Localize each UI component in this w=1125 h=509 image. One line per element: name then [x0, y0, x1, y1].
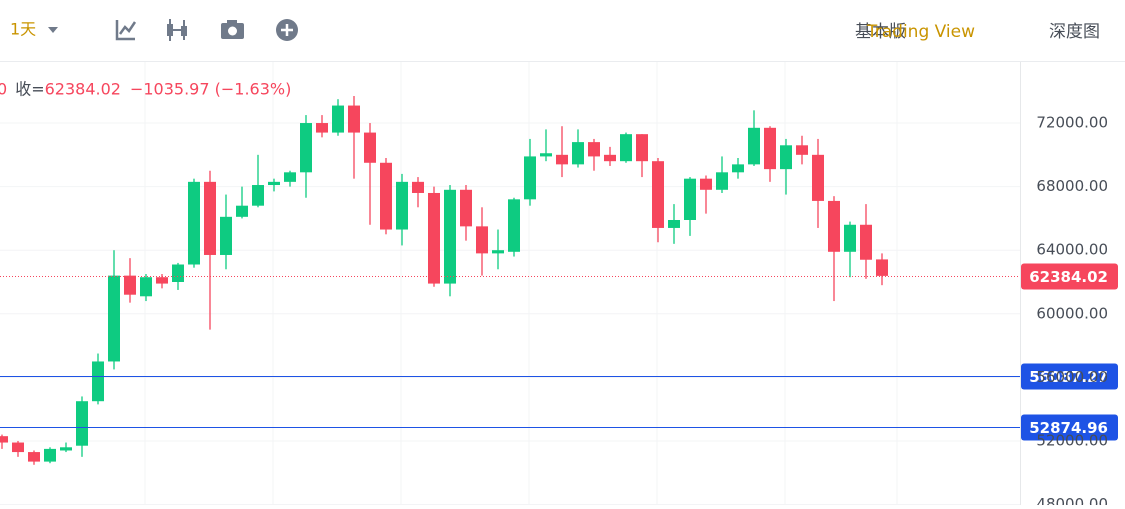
view-tab[interactable]: Trading View — [866, 22, 975, 42]
candle-body — [156, 277, 168, 284]
dropdown-icon[interactable] — [48, 27, 58, 33]
candle-body — [172, 264, 184, 282]
legend-change: −1035.97 (−1.63%) — [130, 80, 291, 99]
screenshot-icon[interactable] — [221, 20, 244, 39]
candle-body — [44, 448, 56, 462]
candle-body — [492, 250, 504, 254]
candle-body — [572, 142, 584, 165]
candle-body — [268, 181, 280, 186]
candle-body — [716, 172, 728, 190]
add-icon[interactable] — [276, 19, 298, 41]
candle-body — [316, 123, 328, 133]
candle-body — [124, 275, 136, 295]
price-label: 56087.27 — [1029, 368, 1108, 386]
candle-body — [412, 181, 424, 193]
candle-body — [236, 205, 248, 217]
candle-body — [812, 154, 824, 201]
interval-select[interactable]: 1天 — [10, 20, 36, 39]
candle-body — [652, 161, 664, 228]
candle-body — [28, 452, 40, 462]
candle-body — [476, 226, 488, 254]
y-tick-label: 72000.00 — [1036, 114, 1108, 132]
price-label: 62384.02 — [1029, 268, 1108, 286]
candle-body — [540, 153, 552, 157]
candle-body — [604, 154, 616, 162]
candle-body — [860, 224, 872, 260]
candle-body — [92, 361, 104, 402]
candle-body — [76, 401, 88, 446]
legend-close-value: 62384.02 — [45, 80, 121, 99]
candle-body — [636, 134, 648, 162]
candle-body — [764, 127, 776, 170]
y-tick-label: 60000.00 — [1036, 304, 1108, 322]
view-tab[interactable]: 基本版 — [855, 22, 906, 42]
y-tick-label: 52000.00 — [1036, 431, 1108, 449]
price-label-box — [1021, 363, 1118, 390]
y-tick-label: 64000.00 — [1036, 241, 1108, 259]
candle-body — [364, 132, 376, 163]
candle-body — [444, 189, 456, 284]
candle-body — [284, 172, 296, 182]
view-tab[interactable]: 深度图 — [1049, 22, 1100, 42]
candle-body — [0, 436, 8, 443]
candle-body — [620, 134, 632, 162]
candle-body — [524, 156, 536, 200]
candle-body — [140, 277, 152, 297]
candle-body — [844, 224, 856, 252]
price-label-box — [1021, 414, 1118, 441]
indicator-icon[interactable] — [115, 20, 137, 41]
candle-body — [732, 164, 744, 173]
candle-body — [348, 105, 360, 133]
candle-body — [108, 275, 120, 362]
candle-body — [508, 199, 520, 252]
candle-body — [556, 154, 568, 165]
price-label-box — [1021, 263, 1118, 290]
candle-body — [780, 145, 792, 170]
price-label: 52874.96 — [1029, 419, 1108, 437]
legend-close-label: 收= — [15, 80, 44, 99]
candle-body — [700, 178, 712, 190]
candle-body — [300, 123, 312, 173]
candle-body — [60, 447, 72, 451]
candle-body — [668, 219, 680, 228]
candle-body — [684, 178, 696, 220]
candle-body — [588, 142, 600, 157]
candle-type-icon[interactable] — [167, 19, 187, 41]
candle-body — [828, 200, 840, 252]
candle-body — [748, 127, 760, 165]
candle-body — [796, 145, 808, 155]
y-tick-label: 56000.00 — [1036, 368, 1108, 386]
candle-body — [396, 181, 408, 230]
candle-body — [332, 105, 344, 133]
candle-body — [428, 192, 440, 284]
candle-body — [252, 185, 264, 206]
candle-body — [12, 442, 24, 453]
y-tick-label: 68000.00 — [1036, 177, 1108, 195]
legend-prefix: 0 — [0, 80, 7, 99]
candle-body — [204, 181, 216, 255]
candle-body — [220, 216, 232, 255]
candle-body — [460, 189, 472, 227]
candle-body — [876, 259, 888, 276]
candle-body — [380, 162, 392, 230]
y-tick-label: 48000.00 — [1036, 495, 1108, 505]
candle-body — [188, 181, 200, 265]
